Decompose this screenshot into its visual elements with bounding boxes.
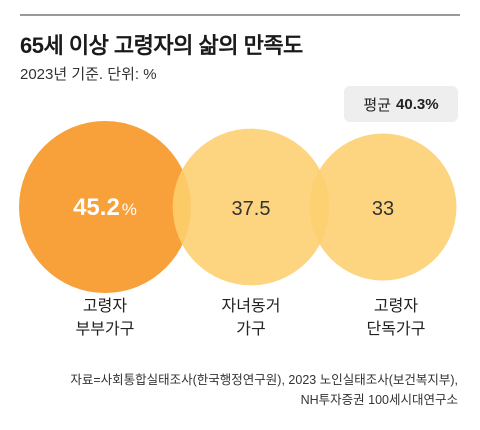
category-label-3-line1: 고령자	[373, 298, 419, 315]
chart-title: 65세 이상 고령자의 삶의 만족도	[20, 33, 303, 58]
bubble-3	[309, 133, 457, 281]
bubble-1	[19, 121, 191, 293]
category-label-1-line2: 부부가구	[75, 321, 135, 338]
source-note: 자료=사회통합실태조사(한국행정연구원), 2023 노인실태조사(보건복지부)…	[70, 370, 458, 410]
category-label-2-line1: 자녀동거	[221, 298, 281, 315]
top-rule	[20, 14, 460, 16]
category-label-1: 고령자 부부가구	[45, 295, 165, 341]
source-line-2: NH투자증권 100세시대연구소	[300, 393, 458, 407]
category-label-2-line2: 가구	[236, 321, 266, 338]
average-badge: 평균 40.3%	[344, 86, 458, 122]
source-line-1: 자료=사회통합실태조사(한국행정연구원), 2023 노인실태조사(보건복지부)…	[70, 373, 458, 387]
bubble-2	[172, 128, 330, 286]
category-label-3: 고령자 단독가구	[336, 295, 456, 341]
bubble-value-label-1: 45.2%	[73, 194, 137, 221]
average-label: 평균	[363, 96, 392, 114]
bubble-value-label-2: 37.5	[232, 198, 271, 220]
bubble-value-label-3: 33	[372, 198, 394, 220]
category-label-3-line2: 단독가구	[366, 321, 426, 338]
category-label-2: 자녀동거 가구	[191, 295, 311, 341]
category-label-1-line1: 고령자	[82, 298, 128, 315]
chart-subtitle: 2023년 기준. 단위: %	[20, 66, 157, 83]
average-value: 40.3%	[396, 95, 439, 113]
